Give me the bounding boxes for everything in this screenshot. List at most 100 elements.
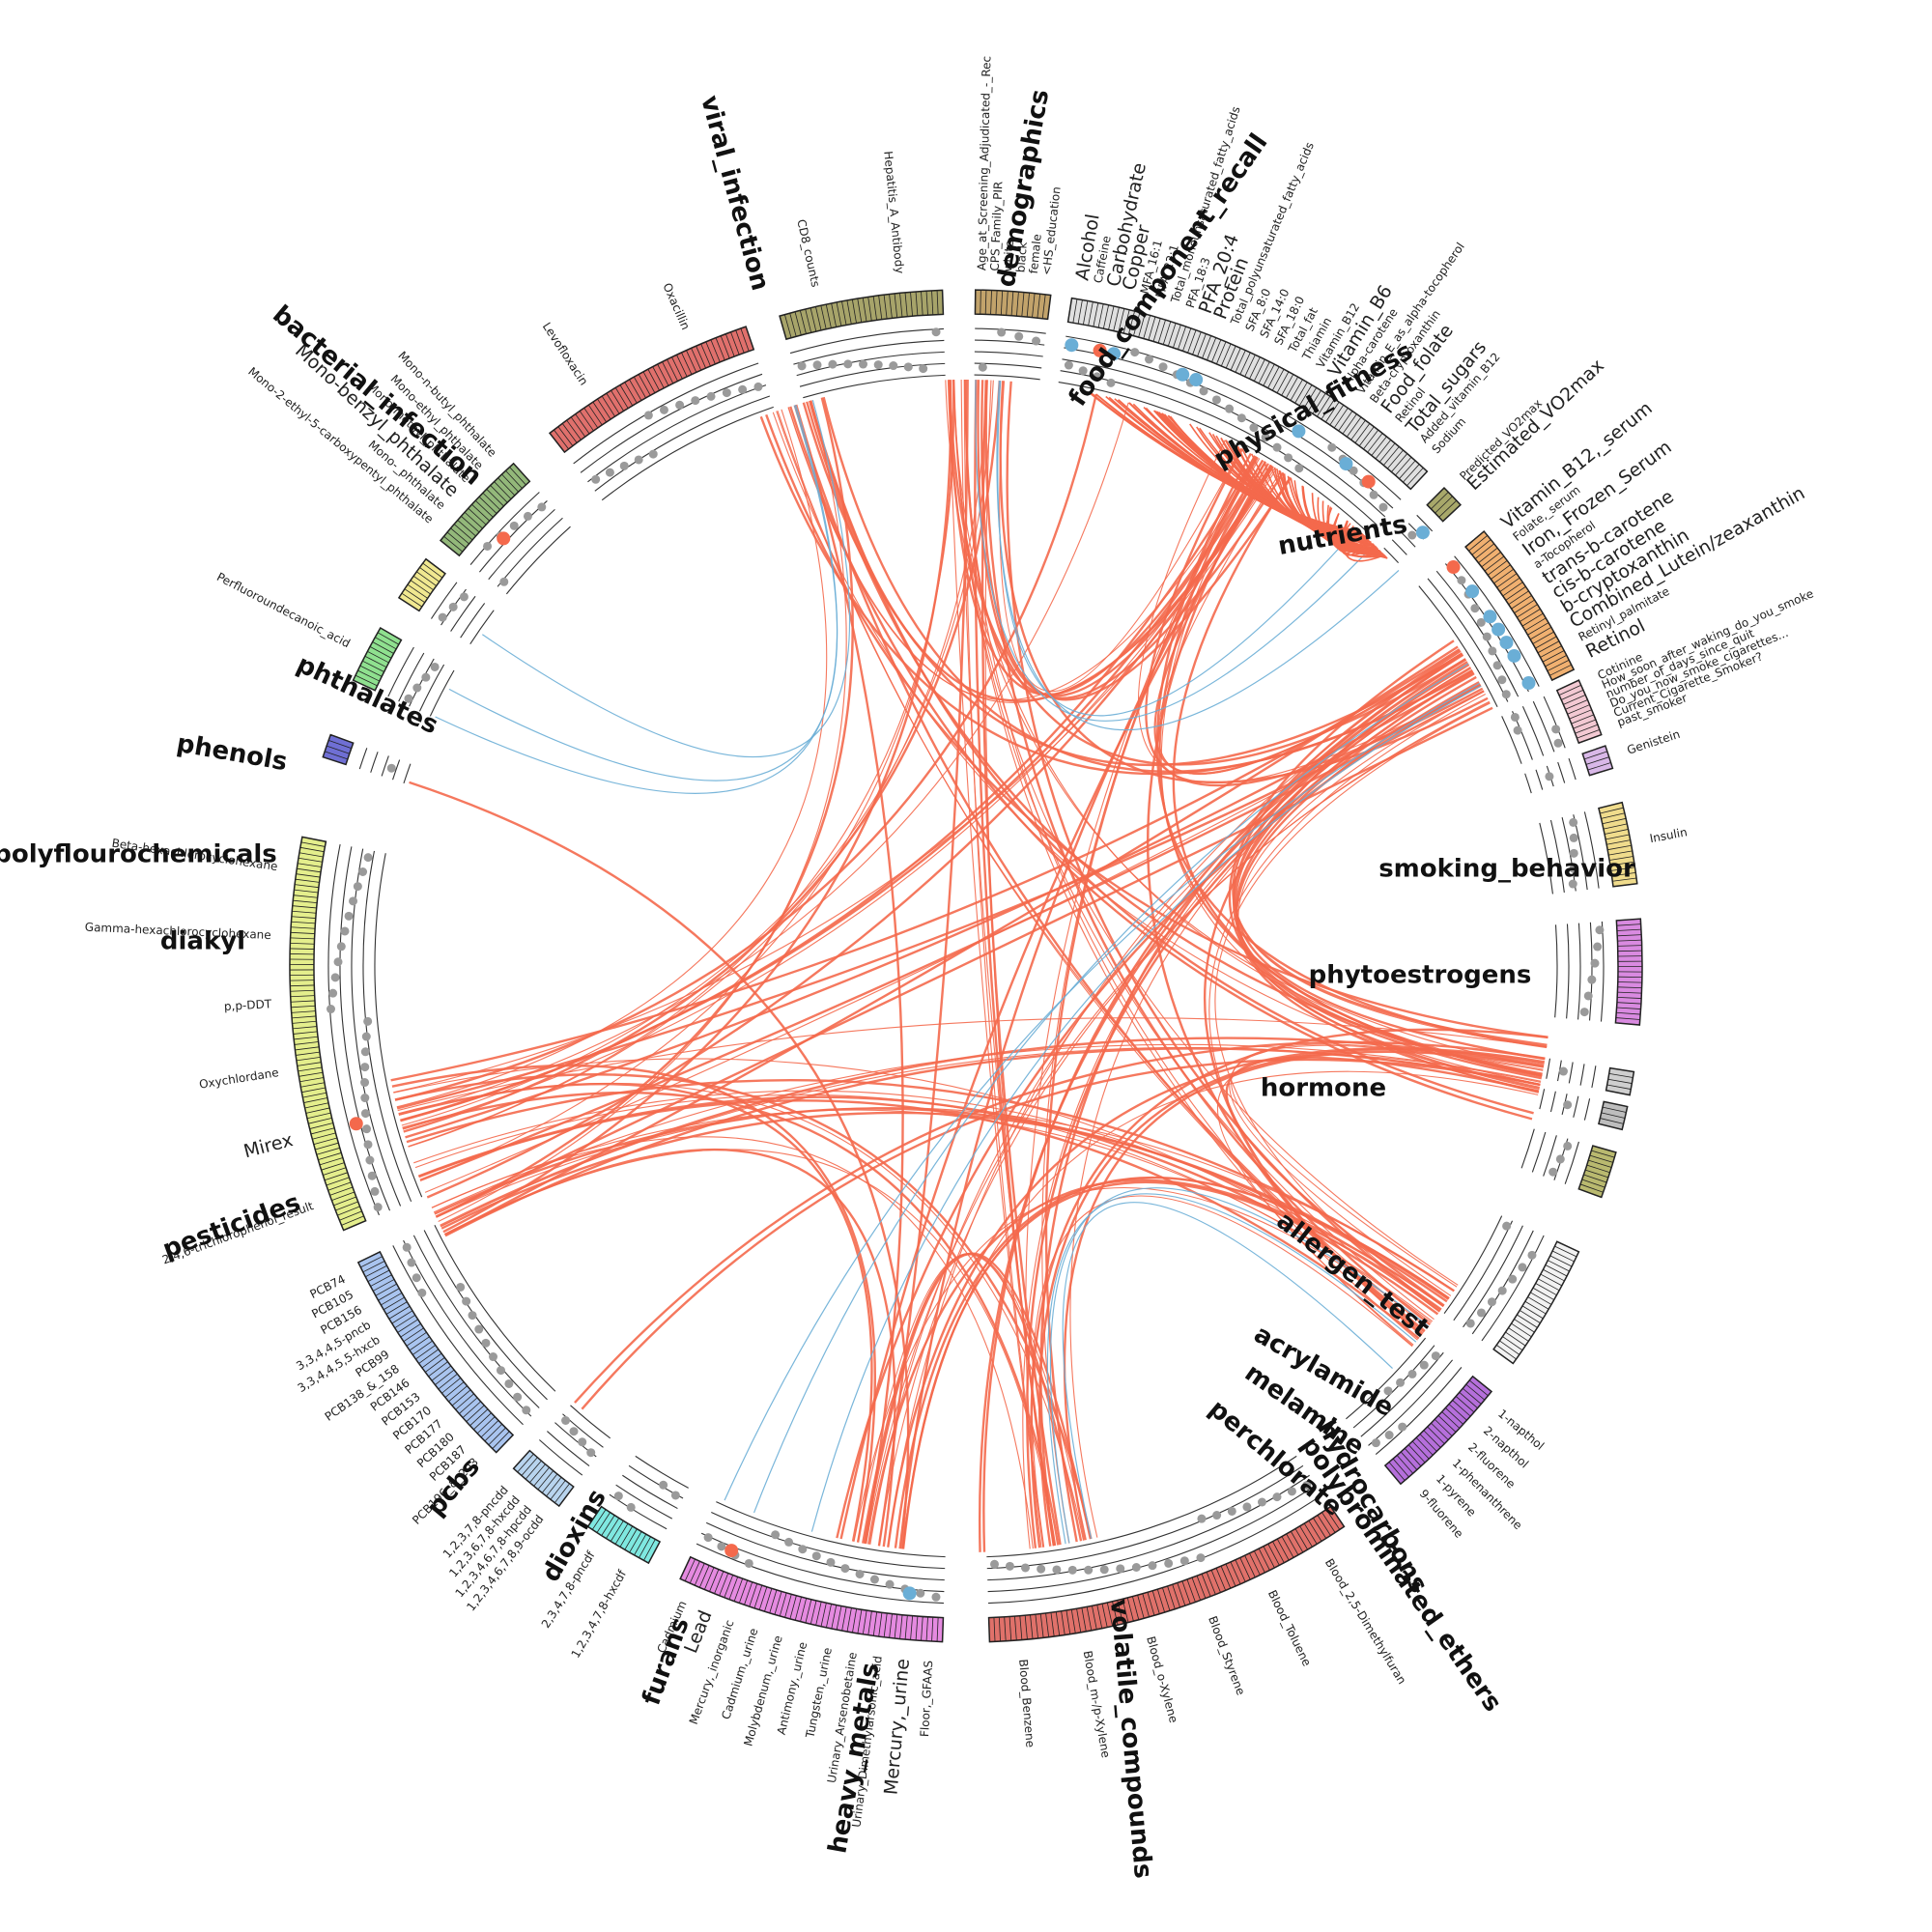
point-marker	[1569, 848, 1578, 858]
band-tick	[925, 291, 928, 316]
point-marker	[691, 396, 700, 406]
band-tick	[1061, 1610, 1065, 1635]
track-line	[434, 1225, 556, 1392]
band-tick	[303, 1097, 328, 1103]
band-tick	[611, 390, 624, 412]
band-tick	[315, 1142, 339, 1151]
association-link	[776, 411, 1428, 1329]
band-tick	[298, 1066, 323, 1072]
point-marker	[481, 1338, 491, 1348]
band-tick	[1325, 1509, 1341, 1530]
point-marker	[504, 1378, 514, 1388]
band-tick	[529, 1463, 546, 1484]
variable-label: Blood_Benzene	[1016, 1659, 1037, 1748]
band-tick	[1438, 499, 1458, 518]
point-marker	[1032, 336, 1041, 346]
band-tick	[401, 592, 422, 608]
band-tick	[836, 301, 842, 327]
point-marker	[1093, 372, 1102, 382]
band-tick	[375, 637, 397, 650]
point-marker	[370, 1186, 380, 1196]
association-link	[438, 400, 847, 1223]
band-tick	[744, 1581, 753, 1605]
point-marker	[333, 957, 343, 967]
band-tick	[1045, 1612, 1050, 1637]
band-tick	[634, 1533, 647, 1556]
track-line	[987, 1484, 1317, 1593]
band-tick	[313, 1137, 338, 1146]
band-tick	[1547, 659, 1570, 671]
band-tick	[309, 1122, 333, 1129]
track-line	[1058, 381, 1370, 534]
band-tick	[1253, 1550, 1265, 1574]
band-tick	[883, 1612, 888, 1637]
band-tick	[606, 392, 620, 414]
band-tick	[703, 1567, 715, 1590]
band-tick	[820, 305, 827, 329]
point-marker	[916, 1588, 925, 1598]
band-tick	[831, 302, 838, 327]
point-marker	[1563, 1141, 1573, 1151]
point-marker	[462, 1296, 471, 1306]
association-link	[406, 1079, 1455, 1293]
association-link	[1160, 460, 1539, 1094]
track-line	[431, 582, 458, 619]
association-link	[1063, 1050, 1545, 1541]
band-tick	[735, 329, 745, 354]
point-marker	[1508, 1274, 1518, 1284]
point-marker	[1212, 1511, 1222, 1520]
band-tick	[1016, 292, 1019, 317]
band-tick	[492, 1431, 510, 1449]
point-marker	[489, 1352, 498, 1362]
band-tick	[1545, 654, 1567, 668]
association-link	[996, 380, 1400, 731]
band-tick	[998, 1617, 1001, 1642]
track-line	[1564, 1141, 1579, 1184]
band-tick	[473, 1412, 492, 1431]
band-tick	[857, 298, 863, 323]
band-tick	[466, 1405, 485, 1422]
band-tick	[297, 1062, 322, 1066]
band-tick	[290, 989, 315, 992]
band-tick	[614, 1522, 629, 1545]
point-marker	[344, 911, 354, 921]
track-line	[1512, 711, 1533, 760]
band-tick	[878, 1612, 883, 1637]
point-marker	[978, 362, 987, 372]
highlight-point	[497, 531, 511, 546]
highlight-point	[1093, 343, 1107, 357]
track-line	[1600, 921, 1605, 1022]
band-tick	[1177, 1582, 1186, 1606]
band-tick	[1540, 645, 1562, 658]
band-tick	[1554, 1245, 1577, 1258]
band-tick	[784, 1594, 792, 1618]
highlight-point	[1507, 648, 1521, 663]
band-tick	[1281, 374, 1294, 396]
band-tick	[1602, 817, 1627, 825]
band-tick	[1303, 387, 1318, 409]
band-tick	[831, 1605, 838, 1630]
band-tick	[915, 291, 919, 316]
band-tick	[1462, 1387, 1482, 1405]
track-line	[429, 669, 455, 717]
band-tick	[679, 1556, 692, 1579]
association-link	[481, 399, 850, 757]
band-tick	[1612, 877, 1637, 882]
band-tick	[1427, 1426, 1445, 1444]
band-tick	[1263, 363, 1275, 386]
point-marker	[1476, 1308, 1486, 1318]
band-tick	[318, 1152, 342, 1160]
band-tick	[1055, 1611, 1061, 1636]
segment-band	[1555, 679, 1603, 745]
band-tick	[1606, 1084, 1632, 1090]
track-line	[986, 1455, 1297, 1558]
band-tick	[1471, 539, 1492, 555]
point-marker	[703, 1533, 713, 1543]
association-link	[426, 465, 1274, 1199]
band-tick	[1585, 756, 1609, 765]
association-link	[1172, 476, 1543, 1077]
band-tick	[1006, 291, 1009, 316]
band-tick	[1187, 329, 1197, 354]
band-tick	[298, 863, 322, 867]
band-tick	[1070, 1609, 1076, 1634]
